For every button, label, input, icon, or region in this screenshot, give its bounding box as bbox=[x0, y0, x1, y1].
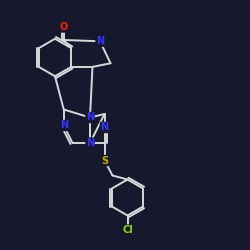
Text: N: N bbox=[100, 122, 108, 132]
Text: Cl: Cl bbox=[122, 225, 133, 235]
Text: O: O bbox=[60, 22, 68, 32]
Text: N: N bbox=[60, 120, 68, 130]
Text: S: S bbox=[101, 156, 108, 166]
Text: N: N bbox=[96, 36, 104, 46]
Text: N: N bbox=[86, 112, 94, 122]
Text: N: N bbox=[86, 138, 94, 148]
